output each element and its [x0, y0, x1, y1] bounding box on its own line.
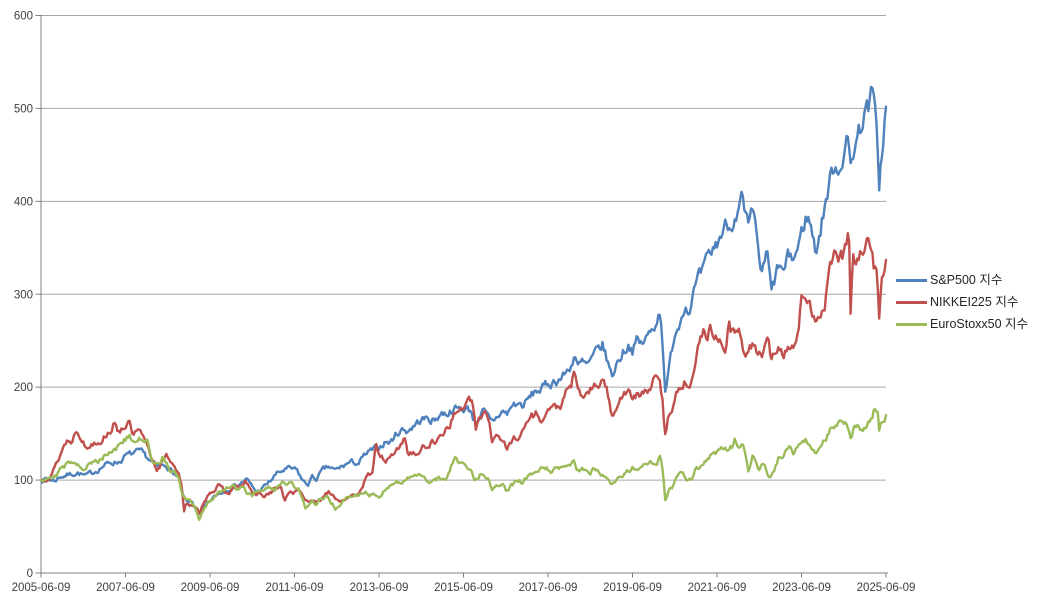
- x-tick-label: 2007-06-09: [96, 582, 155, 594]
- x-tick-label: 2009-06-09: [181, 582, 240, 594]
- y-tick-label: 300: [14, 289, 33, 301]
- y-tick-label: 100: [14, 475, 33, 487]
- legend-label-sp500: S&P500 지수: [930, 273, 1003, 287]
- series-line-2: [39, 408, 888, 521]
- x-tick-label: 2021-06-09: [688, 582, 747, 594]
- legend-item-sp500: S&P500 지수: [896, 272, 1002, 288]
- legend-item-eurostoxx50: EuroStoxx50 지수: [896, 316, 1028, 332]
- y-tick-label: 400: [14, 196, 33, 208]
- x-tick-label: 2019-06-09: [603, 582, 662, 594]
- series-line-0: [39, 85, 888, 515]
- x-tick-label: 2005-06-09: [12, 582, 71, 594]
- y-tick-label: 0: [27, 568, 33, 580]
- x-tick-label: 2015-06-09: [434, 582, 493, 594]
- x-tick-label: 2017-06-09: [519, 582, 578, 594]
- x-tick-label: 2013-06-09: [350, 582, 409, 594]
- x-tick-label: 2025-06-09: [857, 582, 916, 594]
- eurostoxx50-line-swatch: [896, 322, 927, 326]
- sp500-line-swatch: [896, 278, 927, 282]
- x-tick-label: 2011-06-09: [266, 582, 324, 594]
- legend-label-eurostoxx50: EuroStoxx50 지수: [930, 317, 1029, 331]
- y-tick-label: 200: [14, 382, 33, 394]
- y-tick-label: 500: [14, 103, 33, 115]
- legend-label-nikkei225: NIKKEI225 지수: [930, 295, 1019, 309]
- y-tick-label: 600: [14, 11, 33, 23]
- x-tick-label: 2023-06-09: [772, 582, 831, 594]
- legend-item-nikkei225: NIKKEI225 지수: [896, 294, 1018, 310]
- nikkei225-line-swatch: [896, 300, 927, 304]
